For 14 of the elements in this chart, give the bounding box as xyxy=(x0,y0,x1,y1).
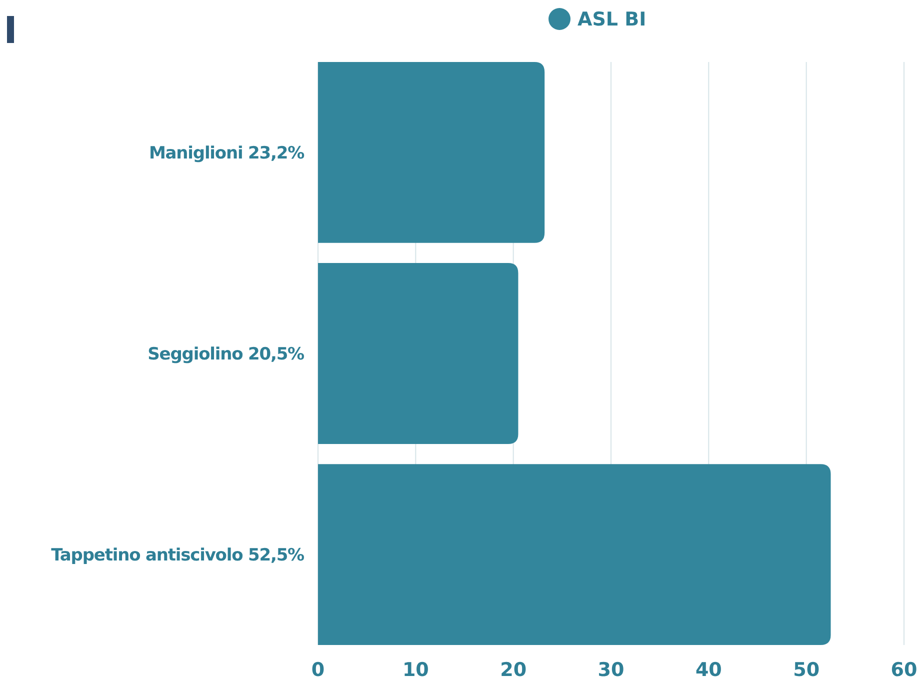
x-tick-label: 30 xyxy=(598,659,624,681)
bar xyxy=(318,263,518,444)
y-tick-label: Tappetino antiscivolo 52,5% xyxy=(51,545,305,566)
x-tick-label: 0 xyxy=(311,659,325,681)
y-tick-label: Seggiolino 20,5% xyxy=(148,344,305,364)
x-tick-label: 40 xyxy=(695,659,722,681)
x-tick-label: 10 xyxy=(402,659,429,681)
y-tick-label: Maniglioni 23,2% xyxy=(148,143,305,164)
bar xyxy=(318,464,831,645)
legend-label: ASL BI xyxy=(578,8,646,31)
x-tick-label: 60 xyxy=(890,659,918,681)
x-tick-label: 20 xyxy=(500,659,527,681)
bar xyxy=(318,62,545,243)
x-tick-label: 50 xyxy=(793,659,820,681)
